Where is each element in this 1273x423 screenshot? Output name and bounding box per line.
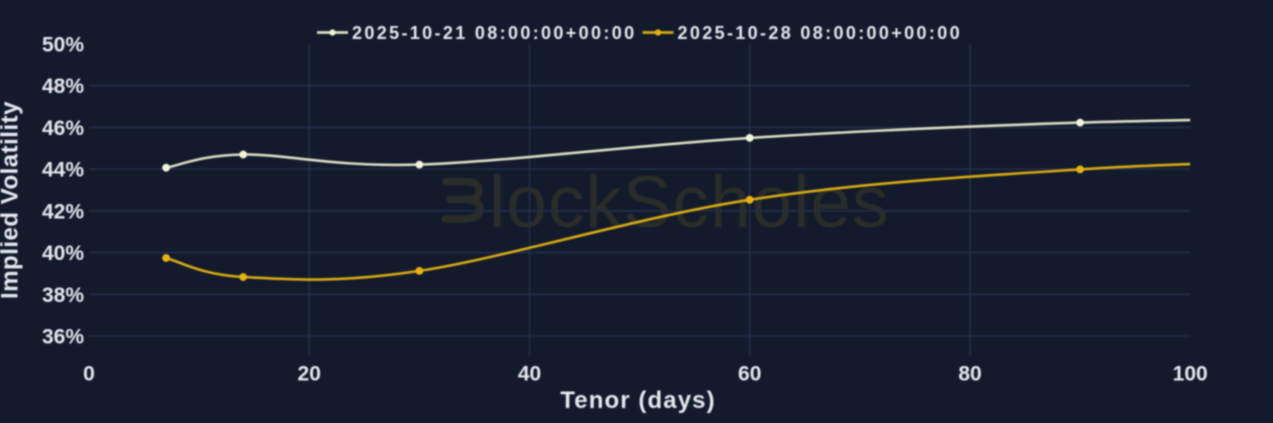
- svg-text:100: 100: [1173, 363, 1208, 386]
- svg-text:Implied Volatility: Implied Volatility: [0, 101, 24, 299]
- svg-text:60: 60: [738, 363, 761, 386]
- svg-text:36%: 36%: [42, 326, 84, 349]
- svg-text:80: 80: [958, 363, 981, 386]
- svg-text:40%: 40%: [42, 242, 84, 265]
- svg-text:0: 0: [83, 363, 95, 386]
- svg-text:2025-10-21 08:00:00+00:00: 2025-10-21 08:00:00+00:00: [352, 23, 636, 43]
- svg-text:38%: 38%: [42, 284, 84, 307]
- svg-text:20: 20: [298, 363, 321, 386]
- svg-text:46%: 46%: [42, 117, 84, 140]
- svg-text:lockScholes: lockScholes: [489, 162, 890, 243]
- svg-text:2025-10-28 08:00:00+00:00: 2025-10-28 08:00:00+00:00: [678, 23, 962, 43]
- svg-text:48%: 48%: [42, 75, 84, 98]
- svg-text:50%: 50%: [42, 34, 84, 57]
- svg-text:Tenor (days): Tenor (days): [560, 387, 715, 414]
- svg-text:44%: 44%: [42, 159, 84, 182]
- svg-text:42%: 42%: [42, 200, 84, 223]
- svg-text:40: 40: [518, 363, 541, 386]
